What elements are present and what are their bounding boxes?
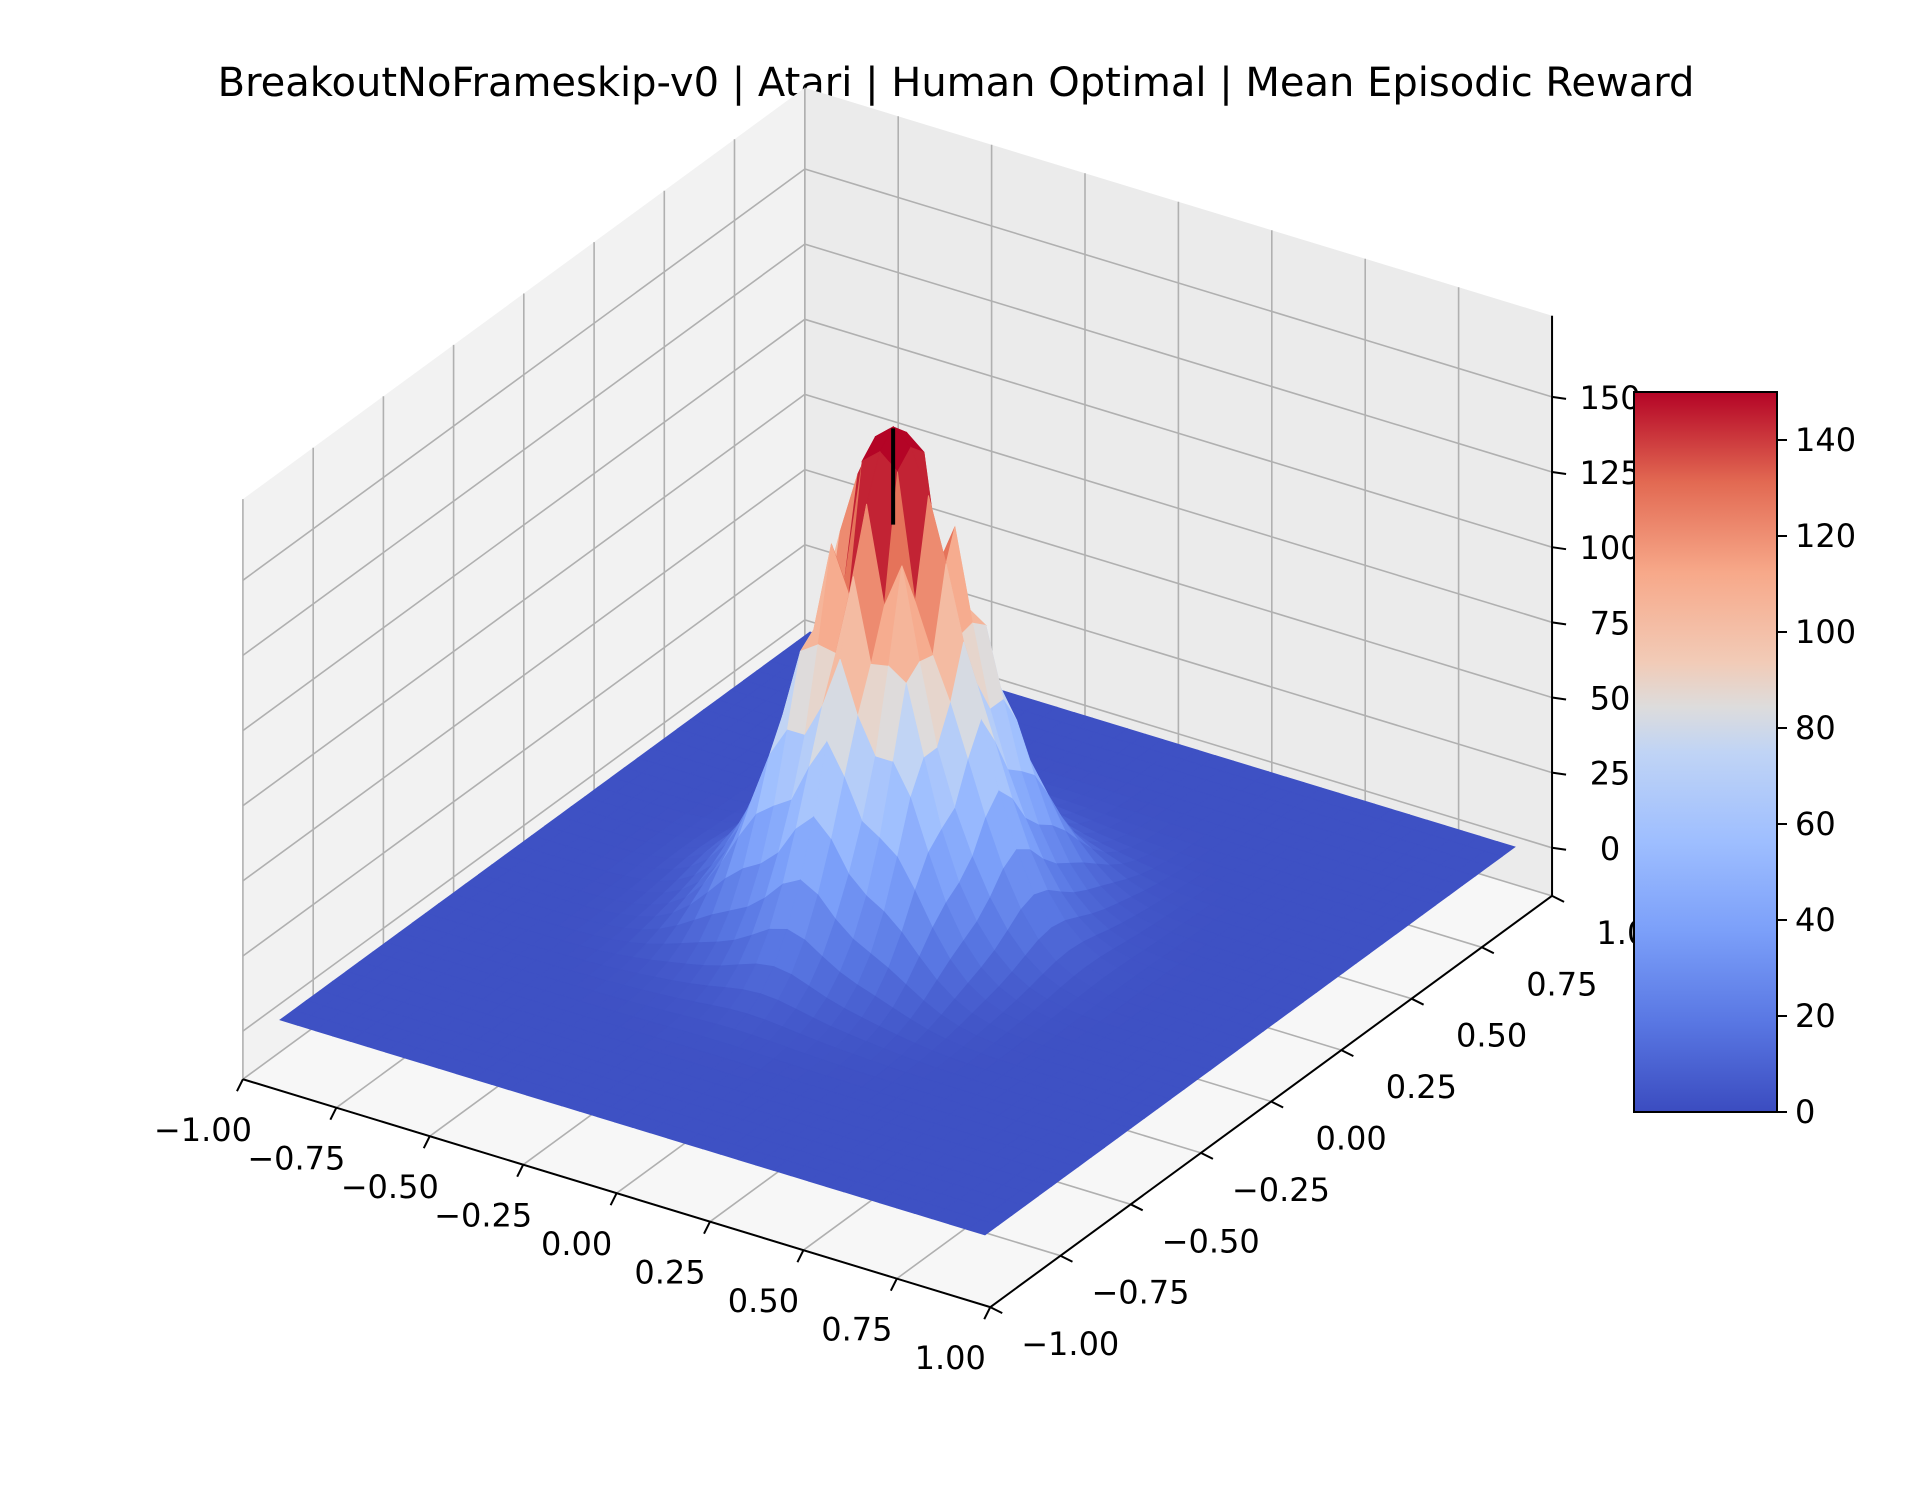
y-tick-mark: [1200, 1152, 1214, 1160]
x-tick-mark: [609, 1192, 618, 1206]
x-tick-mark: [796, 1249, 805, 1263]
x-tick-label: −1.00: [154, 1111, 252, 1149]
colorbar-tick-label: 80: [1795, 709, 1836, 747]
z-tick-label: 0: [1600, 830, 1620, 868]
x-tick-label: 0.25: [634, 1254, 705, 1292]
x-tick-mark: [329, 1107, 338, 1121]
axis-ticks: −1.00−0.75−0.50−0.250.000.250.500.751.00…: [154, 379, 1668, 1377]
z-tick-mark: [1551, 696, 1567, 701]
colorbar-tick-label: 120: [1795, 517, 1856, 555]
z-tick-label: 100: [1580, 529, 1641, 567]
y-tick-mark: [1411, 997, 1425, 1006]
grid-line-z: [242, 318, 1553, 732]
z-tick-label: 125: [1580, 454, 1641, 492]
grid-line-z: [242, 543, 1553, 957]
x-tick-label: 0.00: [541, 1225, 612, 1263]
grid-line-z: [242, 243, 1553, 657]
y-tick-mark: [1481, 946, 1495, 955]
z-tick-mark: [1551, 771, 1567, 776]
colorbar-tick-label: 20: [1795, 997, 1836, 1035]
y-tick-label: 0.75: [1526, 965, 1597, 1003]
x-tick-label: −0.50: [341, 1168, 439, 1206]
x-tick-mark: [516, 1164, 525, 1178]
x-tick-label: 0.75: [821, 1311, 892, 1349]
y-tick-label: −1.00: [1021, 1325, 1119, 1363]
z-tick-mark: [1551, 395, 1567, 400]
x-tick-label: 1.00: [915, 1339, 986, 1377]
x-tick-mark: [889, 1278, 898, 1292]
z-tick-label: 150: [1580, 379, 1641, 417]
z-tick-mark: [1551, 621, 1567, 626]
surface-cell: [966, 1219, 1000, 1236]
x-tick-label: 0.50: [728, 1282, 799, 1320]
grid-line-z: [242, 168, 1553, 581]
x-tick-label: −0.75: [247, 1140, 345, 1178]
x-tick-mark: [422, 1135, 431, 1149]
y-tick-label: −0.25: [1232, 1171, 1330, 1209]
colorbar-tick-label: 100: [1795, 613, 1856, 651]
x-tick-mark: [236, 1078, 244, 1092]
colorbar-tick-label: 40: [1795, 901, 1836, 939]
y-tick-label: 0.25: [1386, 1068, 1457, 1106]
x-tick-mark: [703, 1221, 711, 1235]
y-tick-label: 0.50: [1456, 1017, 1527, 1055]
y-tick-mark: [1340, 1049, 1354, 1057]
y-tick-mark: [1551, 894, 1565, 903]
y-tick-mark: [1060, 1254, 1073, 1263]
z-tick-label: 75: [1590, 604, 1631, 642]
surface-plot: [279, 425, 1516, 1236]
y-tick-label: −0.50: [1162, 1222, 1260, 1260]
z-tick-mark: [1551, 471, 1567, 476]
z-tick-label: 50: [1590, 679, 1631, 717]
z-tick-mark: [1551, 546, 1567, 551]
colorbar-ticks: 0 20 40 60 80 100 120 140: [1777, 421, 1856, 1131]
y-tick-mark: [1270, 1100, 1284, 1109]
x-tick-mark: [983, 1306, 992, 1320]
y-tick-label: −0.75: [1091, 1274, 1189, 1312]
colorbar-tick-label: 140: [1795, 421, 1856, 459]
chart-title: BreakoutNoFrameskip-v0 | Atari | Human O…: [218, 60, 1695, 106]
colorbar-gradient: [1633, 391, 1778, 1113]
grid-line-z: [242, 393, 1553, 807]
grid-line-z: [242, 619, 1553, 1032]
z-tick-mark: [1551, 846, 1567, 851]
grid-line-z: [242, 468, 1553, 882]
x-tick-label: −0.25: [434, 1197, 532, 1235]
y-tick-mark: [989, 1306, 1003, 1315]
colorbar: 0 20 40 60 80 100 120 140: [1633, 391, 1856, 1131]
colorbar-tick-label: 60: [1795, 805, 1836, 843]
colorbar-tick-label: 0: [1795, 1093, 1815, 1131]
y-tick-mark: [1130, 1203, 1144, 1212]
y-tick-label: 0.00: [1316, 1119, 1387, 1157]
z-tick-label: 25: [1590, 755, 1631, 793]
